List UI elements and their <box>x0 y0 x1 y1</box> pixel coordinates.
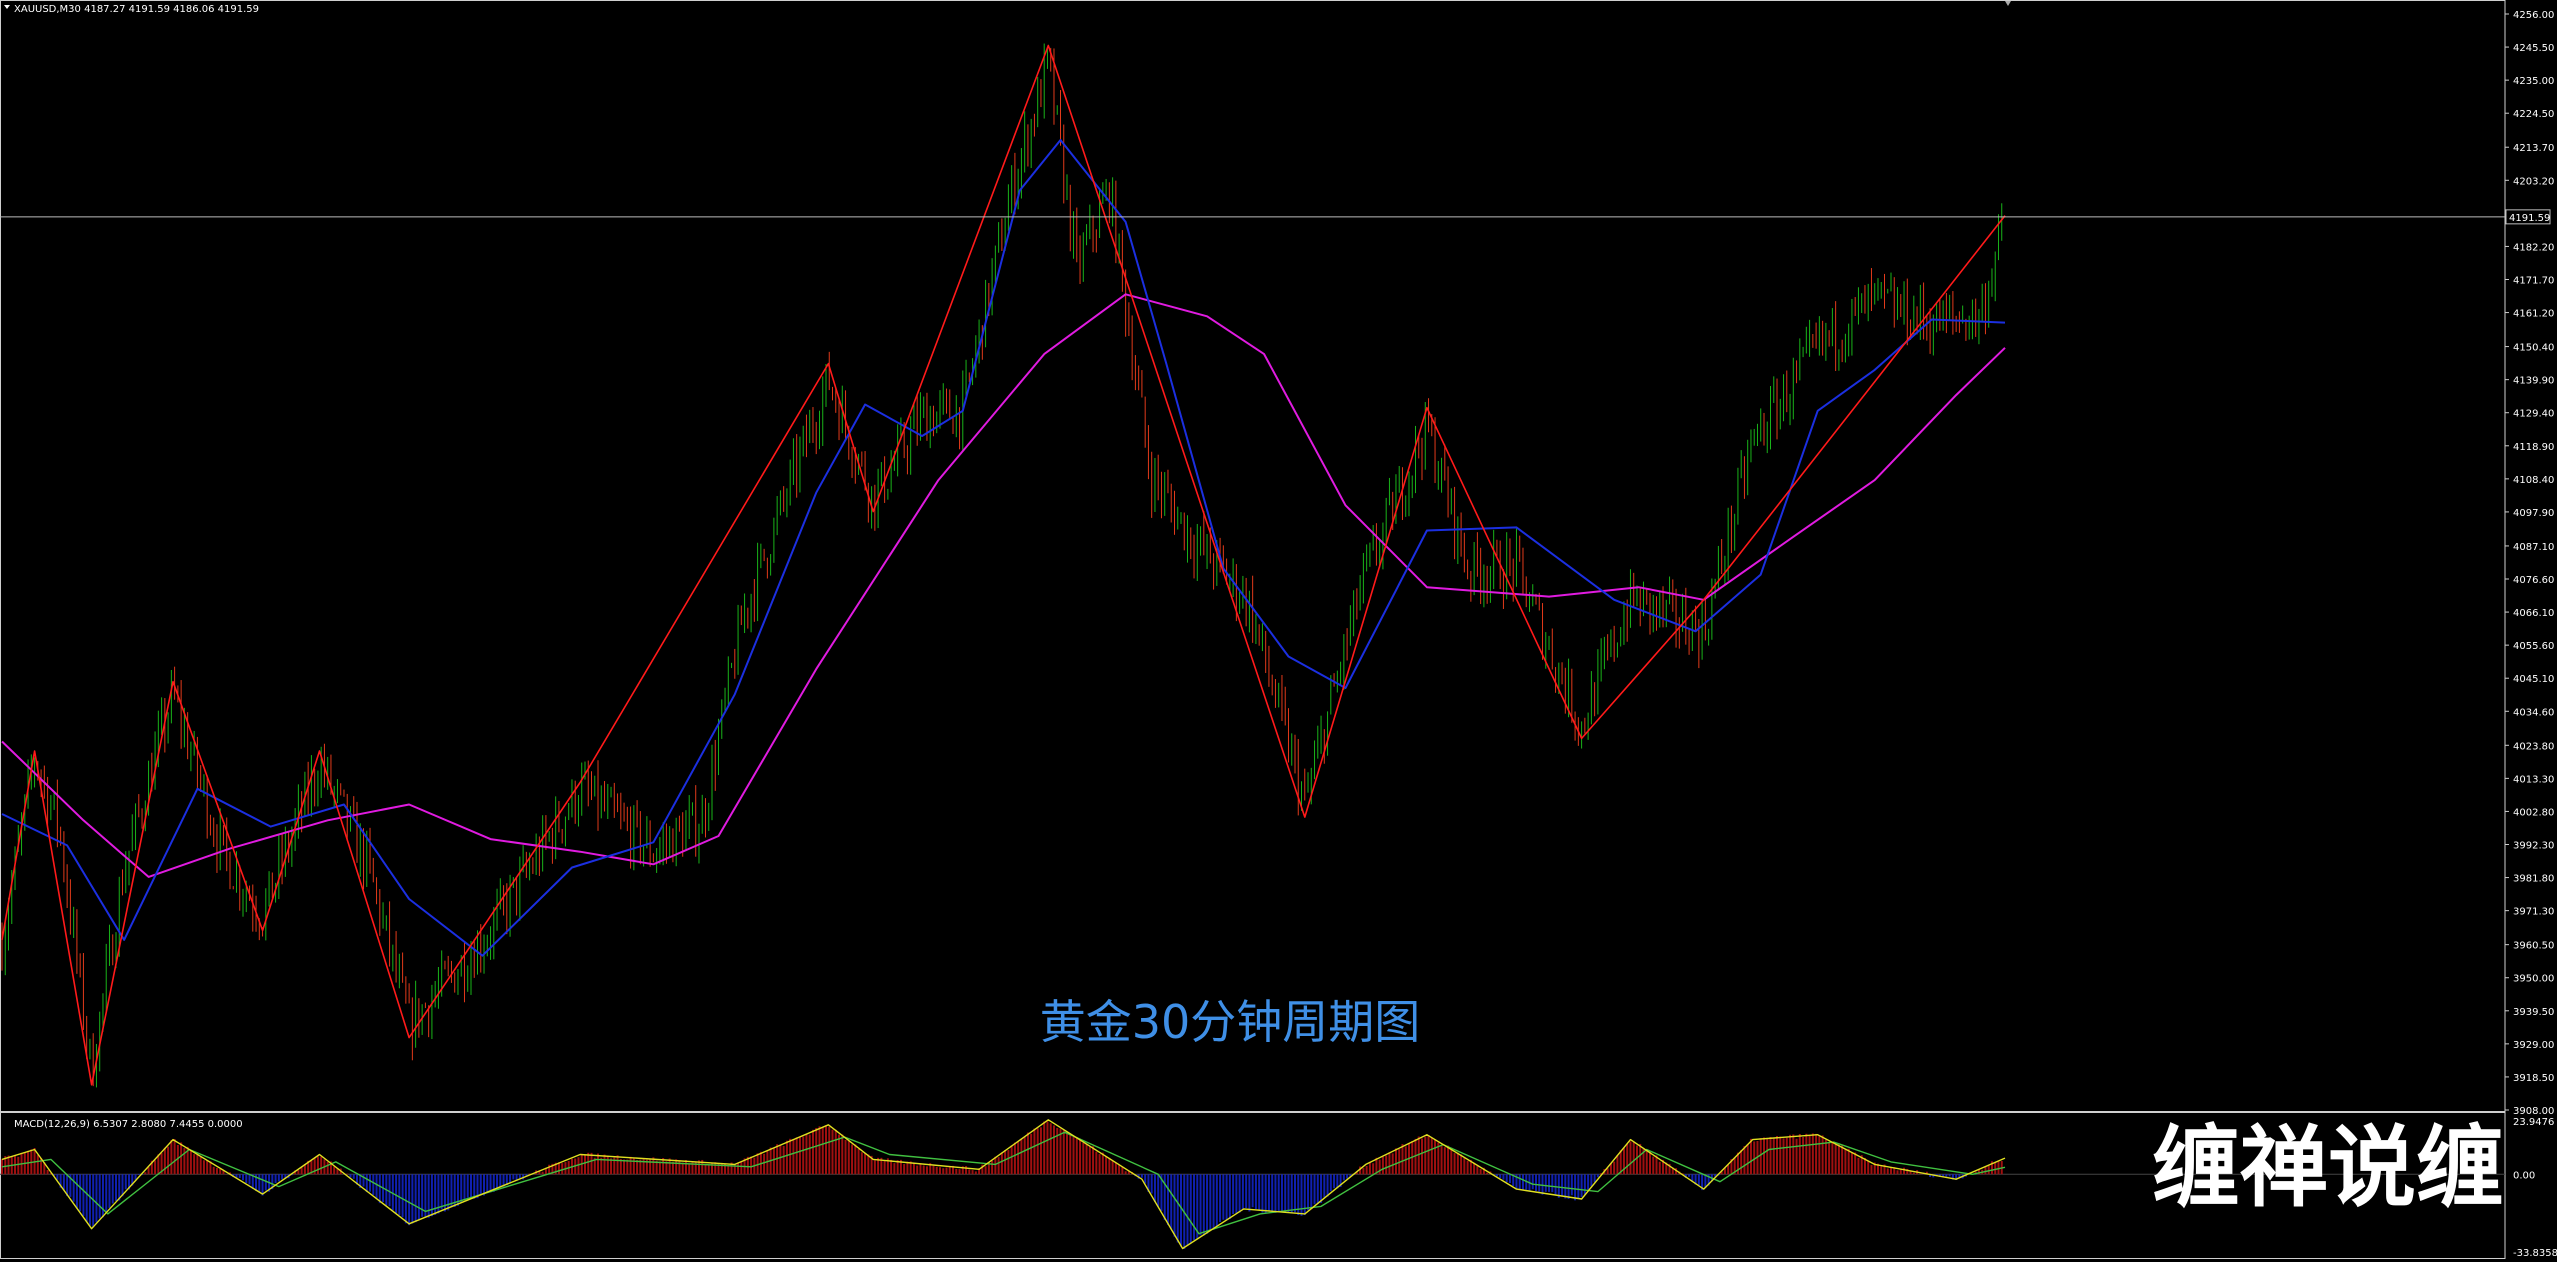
price-tick-label: 4129.40 <box>2513 409 2554 420</box>
price-tick-label: 4203.20 <box>2513 176 2554 187</box>
price-tick-label: 4245.50 <box>2513 43 2554 54</box>
price-tick-label: 3981.80 <box>2513 874 2554 885</box>
price-tick-label: 3939.50 <box>2513 1007 2554 1018</box>
price-tick-label: 4213.70 <box>2513 143 2554 154</box>
macd-panel <box>0 1119 2505 1250</box>
price-tick-label: 3908.00 <box>2513 1106 2554 1117</box>
price-tick-label: 4150.40 <box>2513 343 2554 354</box>
price-tick-label: 4097.90 <box>2513 508 2554 519</box>
price-tick-label: 4118.90 <box>2513 442 2554 453</box>
price-tick-label: 4171.70 <box>2513 275 2554 286</box>
price-tick-label: 4139.90 <box>2513 376 2554 387</box>
price-tick-label: 3950.00 <box>2513 974 2554 985</box>
price-tick-label: 4235.00 <box>2513 76 2554 87</box>
price-tick-label: 4034.60 <box>2513 707 2554 718</box>
price-tick-label: 4002.80 <box>2513 807 2554 818</box>
candles <box>1 43 2003 1088</box>
price-tick-label: 4023.80 <box>2513 741 2554 752</box>
price-tick-label: 4161.20 <box>2513 309 2554 320</box>
price-tick-label: 3929.00 <box>2513 1040 2554 1051</box>
header-dropdown-icon[interactable] <box>4 5 10 9</box>
macd-tick-label: 0.00 <box>2513 1170 2535 1181</box>
price-tick-label: 4256.00 <box>2513 10 2554 21</box>
price-line-layer: 4191.59 <box>0 209 2551 225</box>
macd-axis: 23.9476 0.00 -33.8358 <box>2513 1117 2557 1259</box>
watermark: 缠禅说缠 <box>2152 1116 2504 1219</box>
macd-signal-line <box>1 1131 2006 1235</box>
chart-caption: 黄金30分钟周期图 <box>1040 995 1421 1049</box>
price-tick-label: 4108.40 <box>2513 475 2554 486</box>
price-tick-label: 4045.10 <box>2513 674 2554 685</box>
macd-tick-label: 23.9476 <box>2513 1117 2554 1128</box>
chart-border <box>0 0 2506 1259</box>
price-tick-label: 4087.10 <box>2513 542 2554 553</box>
macd-main-line <box>1 1119 2006 1250</box>
current-price-label: 4191.59 <box>2509 213 2550 224</box>
macd-header: MACD(12,26,9) 6.5307 2.8080 7.4455 0.000… <box>14 1119 243 1130</box>
zigzag-layer <box>1 44 2006 1086</box>
price-tick-label: 3971.30 <box>2513 907 2554 918</box>
price-tick-label: 4224.50 <box>2513 109 2554 120</box>
chart-frame <box>0 0 2506 1259</box>
ma-fast-line <box>1 139 2006 957</box>
macd-tick-label: -33.8358 <box>2513 1248 2557 1259</box>
price-tick-label: 4013.30 <box>2513 774 2554 785</box>
price-tick-label: 3992.30 <box>2513 841 2554 852</box>
price-tick-label: 4076.60 <box>2513 575 2554 586</box>
price-tick-label: 3960.50 <box>2513 941 2554 952</box>
symbol-header: XAUUSD,M30 4187.27 4191.59 4186.06 4191.… <box>14 4 259 15</box>
price-tick-label: 4055.60 <box>2513 641 2554 652</box>
zigzag-line <box>1 44 2006 1086</box>
current-price-box <box>2505 209 2551 225</box>
price-tick-label: 4182.20 <box>2513 242 2554 253</box>
price-axis: 4256.00 4245.50 4235.00 4224.50 4213.70 4203.… <box>2505 10 2554 1117</box>
chart-shift-marker-icon[interactable] <box>2005 1 2011 6</box>
price-tick-label: 4066.10 <box>2513 608 2554 619</box>
price-tick-label: 3918.50 <box>2513 1073 2554 1084</box>
